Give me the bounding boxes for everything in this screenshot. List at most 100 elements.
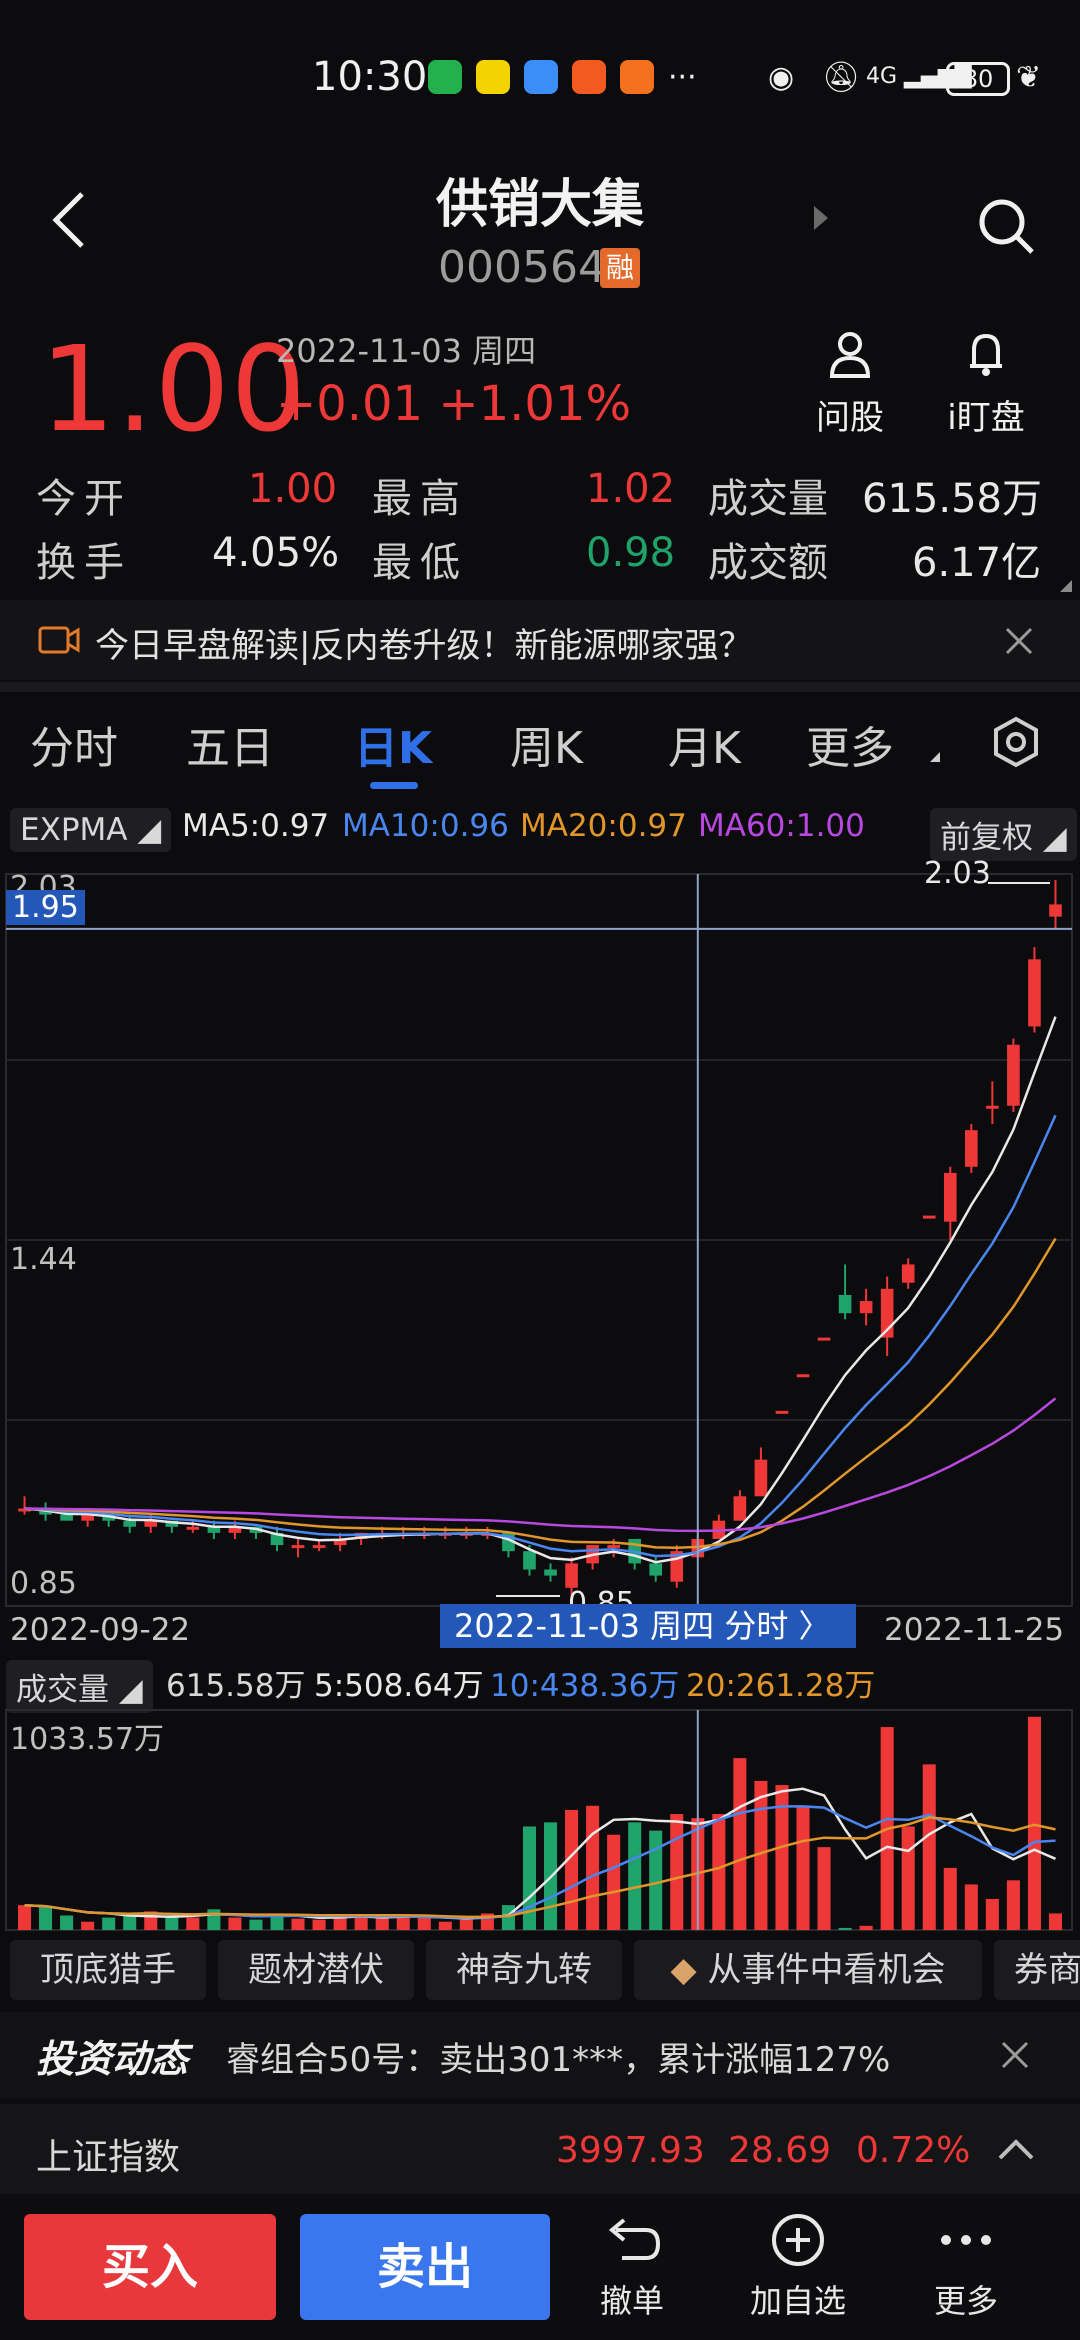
back-icon[interactable] [50,190,86,250]
volume-bar [333,1915,347,1930]
candle-body [607,1545,620,1549]
volume-bar [81,1921,95,1930]
volume-bar [628,1822,642,1930]
ask-stock-label: 问股 [816,398,884,438]
volume-bar [60,1915,74,1930]
amount-value: 6.17亿 [912,540,1042,586]
buy-button[interactable]: 买入 [24,2214,276,2320]
volume-bar [102,1917,116,1930]
volume-bar [396,1915,410,1930]
candle-body [333,1538,347,1546]
candle-body [986,1105,999,1109]
volume-bar [565,1809,579,1930]
chip-theme[interactable]: 题材潜伏 [218,1940,414,2000]
search-icon[interactable] [976,196,1036,256]
open-value: 1.00 [248,466,338,512]
ma5-label: MA5:0.97 [182,808,330,844]
taobao-icon [620,60,654,94]
candle-body [60,1514,73,1521]
candle-body [18,1508,31,1512]
cursor-date-button[interactable]: 2022-11-03 周四 分时 〉 [440,1604,856,1648]
adjust-select[interactable]: 前复权 ◢ [930,808,1077,861]
candle-body [943,1172,957,1222]
volume-ma10: 10:438.36万 [490,1668,680,1704]
low-label: 最低 [372,540,468,586]
candle-body [754,1459,768,1497]
index-change: 28.69 [728,2130,832,2171]
current-price: 1.00 [40,320,307,458]
index-row[interactable] [0,2104,1080,2194]
more-button[interactable]: 更多 [906,2212,1026,2322]
chip-nine-turn[interactable]: 神奇九转 [426,1940,622,2000]
indicator-select[interactable]: EXPMA ◢ [10,808,172,852]
chip-event[interactable]: ◆ 从事件中看机会 [634,1940,982,2000]
add-watchlist-button[interactable]: 加自选 [738,2212,858,2322]
browser-icon [524,60,558,94]
volume-bar [17,1905,32,1930]
tab-more[interactable]: 更多 [806,723,894,774]
volume-bar [796,1805,810,1930]
news-close-icon[interactable] [1000,2040,1030,2070]
network-type: 4G [866,64,898,89]
candle-body [165,1520,179,1527]
volume-indicator-select[interactable]: 成交量 ◢ [6,1660,153,1713]
chevron-up-icon[interactable] [998,2138,1034,2160]
price-change: +0.01 +1.01% [276,376,632,432]
turnover-label: 换手 [36,540,132,586]
candle-body [102,1514,115,1521]
cancel-order-button[interactable]: 撤单 [572,2212,692,2322]
tab-wuri[interactable]: 五日 [186,723,274,774]
ask-stock-button[interactable]: 问股 [790,330,910,439]
volume-bar [775,1785,789,1930]
close-icon[interactable] [1004,626,1034,656]
volume-ma20-line [24,1816,1056,1919]
tab-more-caret-icon [930,752,940,762]
ma20-label: MA20:0.97 [520,808,687,844]
cursor-price-label: 1.95 [6,890,85,925]
ma60-label: MA60:1.00 [698,808,865,844]
tab-rik[interactable]: 日K [354,723,433,774]
candle-body [859,1301,873,1314]
candle-body [1007,1044,1020,1106]
expand-corner-icon[interactable] [1060,580,1072,592]
battery-icon: 80 [946,62,1010,96]
chip-broker[interactable]: 券商 [994,1940,1080,2000]
sell-button[interactable]: 卖出 [300,2214,550,2320]
volume-bar [270,1913,284,1930]
chip-top-bottom[interactable]: 顶底猎手 [10,1940,206,2000]
open-label: 今开 [36,476,132,522]
start-date: 2022-09-22 [10,1612,191,1648]
tab-zhouk[interactable]: 周K [510,723,583,774]
candle-body [649,1563,663,1576]
tab-yuek[interactable]: 月K [668,723,741,774]
volume-bar [964,1884,978,1930]
candle-body [207,1526,221,1533]
ma10-label: MA10:0.96 [342,808,509,844]
news-strip[interactable] [0,2012,1080,2098]
candle-body [544,1569,557,1576]
candle-body [123,1520,137,1527]
volume-chart[interactable] [0,1706,1080,1934]
max-price-label: 2.03 [924,856,991,891]
candle-body [901,1264,915,1283]
candle-body [733,1496,747,1521]
volume-bar [312,1919,326,1930]
candle-body [354,1532,368,1539]
tab-fenshi[interactable]: 分时 [30,723,118,774]
volume-bar [228,1917,242,1930]
volume-ma10-line [24,1805,1056,1919]
more-dots-icon [941,2235,991,2245]
candle-body [965,1130,978,1167]
leaf-icon: ❦ [1016,60,1042,95]
watch-button[interactable]: i盯盘 [926,330,1046,439]
volume-bar [670,1814,684,1930]
promo-banner[interactable] [0,600,1080,680]
news-text: 睿组合50号：卖出301***，累计涨幅127% [226,2040,891,2080]
next-stock-icon[interactable] [814,206,828,230]
settings-icon[interactable] [990,716,1042,768]
volume-current: 615.58万 [166,1668,306,1704]
diamond-icon: ◆ [670,1950,697,1990]
candlestick-chart[interactable] [0,860,1080,1610]
volume-max-label: 1033.57万 [10,1722,165,1757]
volume-bar [817,1847,831,1930]
